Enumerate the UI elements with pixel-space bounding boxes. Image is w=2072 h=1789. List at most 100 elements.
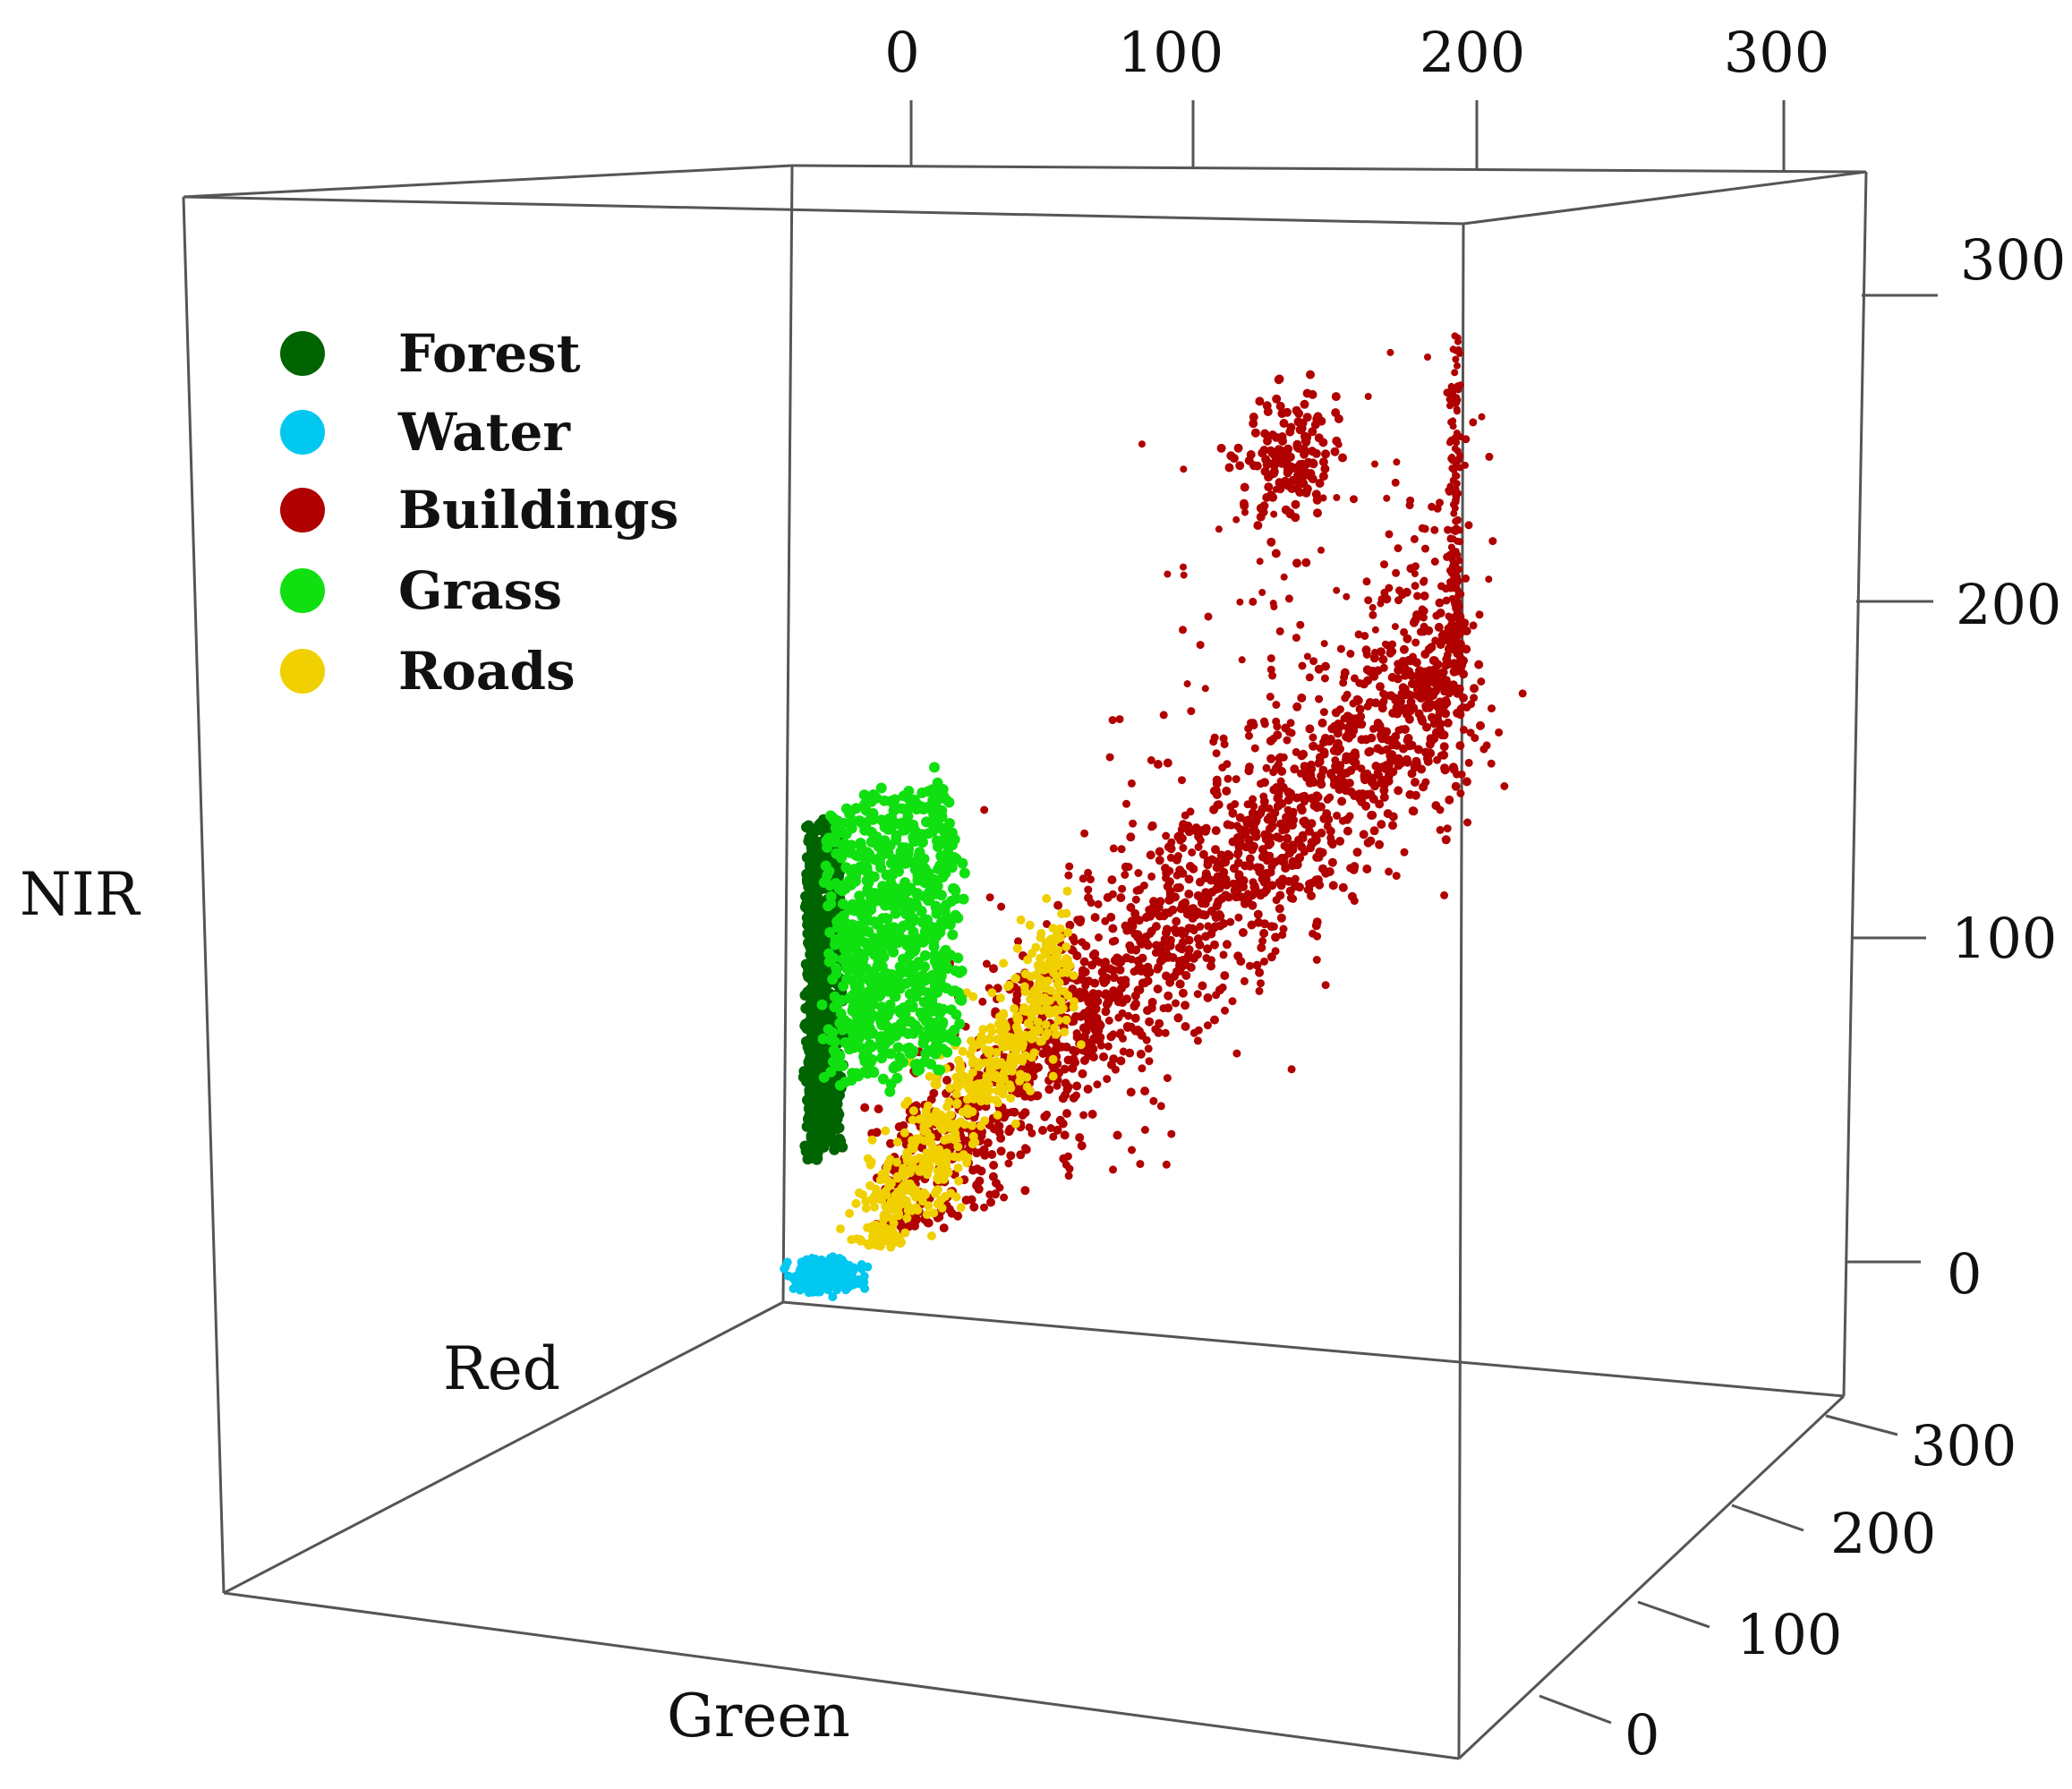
scatter-point: [1055, 933, 1064, 943]
scatter-point: [929, 1151, 939, 1161]
scatter-point: [1464, 521, 1473, 530]
scatter-point: [850, 943, 862, 955]
scatter-point: [1175, 979, 1185, 989]
scatter-point: [923, 895, 934, 907]
tick-label: 100: [1736, 1602, 1842, 1667]
scatter-point: [933, 1007, 944, 1018]
scatter-point: [1454, 447, 1462, 455]
tick-label: 300: [1911, 1413, 2017, 1478]
scatter-point: [1060, 1027, 1070, 1037]
scatter-point: [1434, 622, 1444, 632]
scatter-point: [1447, 620, 1455, 628]
legend-item: Water: [280, 402, 571, 463]
scatter-point: [941, 1169, 951, 1179]
scatter-point: [918, 1113, 928, 1123]
scatter-point: [976, 1121, 985, 1131]
scatter-point: [1232, 822, 1241, 831]
scatter-point: [962, 1158, 972, 1168]
scatter-point: [1328, 840, 1337, 849]
scatter-point: [834, 1079, 846, 1091]
scatter-point: [911, 804, 923, 815]
scatter-point: [1212, 991, 1221, 1000]
scatter-point: [1454, 362, 1461, 370]
scatter-point: [1210, 733, 1219, 742]
scatter-point: [1107, 875, 1117, 885]
scatter-point: [1292, 634, 1300, 643]
scatter-point: [1284, 594, 1293, 603]
scatter-point: [1177, 825, 1186, 834]
scatter-point: [1420, 627, 1428, 636]
scatter-point: [866, 1224, 876, 1234]
scatter-point: [1111, 1065, 1120, 1074]
scatter-point: [1050, 1023, 1060, 1033]
scatter-point: [1298, 661, 1307, 670]
scatter-point: [1133, 956, 1143, 966]
legend-marker: [280, 488, 325, 532]
scatter-point: [1286, 788, 1295, 798]
scatter-point: [1151, 949, 1160, 958]
scatter-point: [1362, 577, 1371, 586]
scatter-point: [1186, 963, 1196, 972]
scatter-point: [1026, 1086, 1036, 1095]
scatter-point: [1100, 991, 1109, 1000]
scatter-point: [1236, 598, 1244, 606]
scatter-point: [1279, 753, 1288, 762]
scatter-point: [1161, 928, 1171, 938]
scatter-point: [1065, 862, 1074, 871]
scatter-point: [1181, 1001, 1190, 1010]
scatter-point: [940, 944, 951, 956]
scatter-point: [1137, 967, 1147, 976]
scatter-point: [1288, 475, 1298, 485]
scatter-point: [918, 1161, 928, 1171]
scatter-point: [1068, 984, 1078, 994]
legend-label: Grass: [398, 560, 562, 621]
scatter-point: [908, 1115, 917, 1125]
scatter-point: [1337, 797, 1347, 806]
scatter-point: [1025, 920, 1035, 930]
scatter-point: [1232, 1049, 1241, 1058]
scatter-point: [926, 998, 938, 1009]
scatter-point: [1259, 928, 1269, 938]
scatter-point: [1103, 999, 1113, 1009]
scatter-point: [1454, 537, 1462, 545]
scatter-point: [1006, 1151, 1016, 1161]
scatter-point: [1447, 628, 1455, 636]
scatter-point: [1053, 1125, 1062, 1135]
scatter-point: [1072, 1091, 1080, 1100]
scatter-point: [1069, 1002, 1079, 1012]
scatter-point: [1305, 724, 1315, 734]
scatter-point: [1046, 985, 1055, 995]
scatter-point: [1155, 856, 1164, 865]
scatter-point: [1403, 634, 1412, 643]
scatter-point: [1247, 920, 1257, 930]
scatter-point: [860, 1103, 870, 1112]
scatter-point: [1165, 891, 1174, 900]
scatter-point: [1343, 826, 1352, 836]
scatter-point: [804, 1288, 814, 1298]
scatter-point: [1253, 521, 1263, 531]
scatter-point: [1136, 1160, 1145, 1169]
scatter-point: [864, 1022, 875, 1034]
scatter-point: [851, 1198, 861, 1208]
scatter-point: [918, 1032, 930, 1044]
scatter-point: [1249, 413, 1258, 422]
scatter-point: [1124, 863, 1133, 872]
scatter-point: [1259, 501, 1269, 511]
scatter-point: [1258, 589, 1266, 596]
scatter-point: [985, 1095, 994, 1103]
scatter-point: [1223, 760, 1232, 769]
scatter-point: [1259, 792, 1268, 801]
scatter-point: [1360, 632, 1369, 640]
scatter-point: [1258, 804, 1267, 814]
scatter-point: [1218, 983, 1227, 992]
scatter-point: [1385, 867, 1394, 876]
scatter-point: [1297, 805, 1307, 815]
scatter-point: [1060, 1064, 1070, 1074]
scatter-point: [940, 867, 951, 879]
scatter-point: [981, 1044, 991, 1054]
scatter-point: [1253, 863, 1262, 873]
scatter-point: [1283, 407, 1292, 417]
scatter-point: [995, 1026, 1005, 1035]
scatter-point: [1279, 924, 1288, 933]
scatter-point: [908, 1106, 918, 1116]
